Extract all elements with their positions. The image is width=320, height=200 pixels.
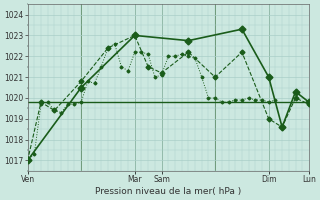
X-axis label: Pression niveau de la mer( hPa ): Pression niveau de la mer( hPa ) (95, 187, 241, 196)
